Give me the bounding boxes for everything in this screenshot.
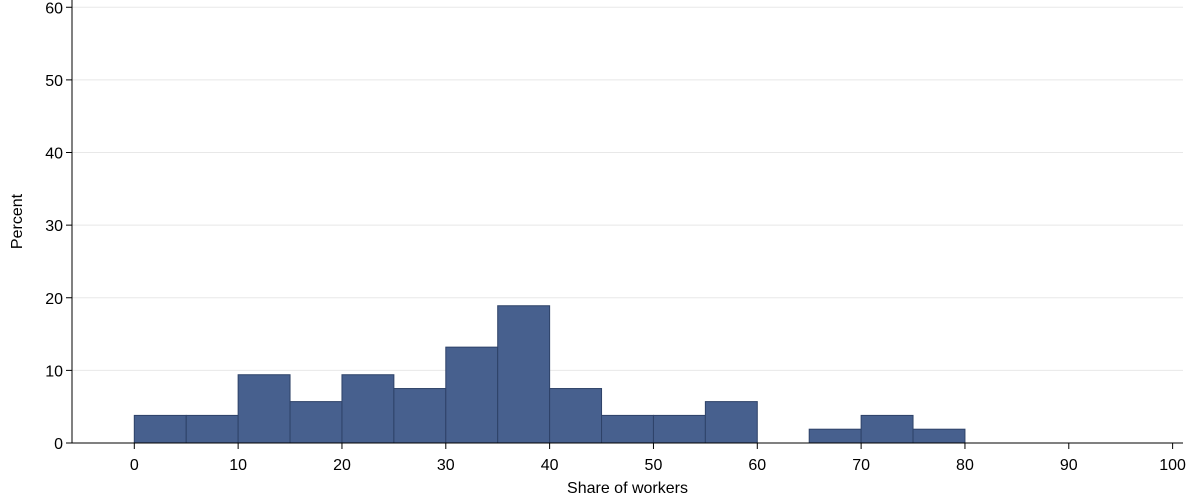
x-tick-label-0: 0 xyxy=(130,457,139,474)
x-tick-label-70: 70 xyxy=(852,457,870,474)
histogram-bar-10-15 xyxy=(237,374,291,444)
histogram-bar-15-20 xyxy=(289,401,343,444)
histogram-bars xyxy=(133,305,966,444)
x-tick-label-20: 20 xyxy=(333,457,351,474)
x-axis-title: Share of workers xyxy=(567,480,688,497)
y-tick-label-40: 40 xyxy=(45,146,63,163)
x-tick-label-30: 30 xyxy=(437,457,455,474)
y-tick-label-50: 50 xyxy=(45,73,63,90)
x-tick-label-50: 50 xyxy=(645,457,663,474)
histogram-bar-45-50 xyxy=(601,414,654,444)
histogram-bar-25-30 xyxy=(393,388,447,444)
histogram-bar-20-25 xyxy=(341,374,395,444)
y-tick-label-60: 60 xyxy=(45,0,63,17)
histogram-bar-65-70 xyxy=(808,428,862,444)
axis-ticks: 0 10 20 30 40 50 60 0 10 20 30 40 50 60 70 80 90 100 xyxy=(45,0,1186,474)
x-tick-label-90: 90 xyxy=(1060,457,1078,474)
histogram-bar-30-35 xyxy=(445,346,499,444)
histogram-bar-75-80 xyxy=(912,428,966,444)
histogram-bar-55-60 xyxy=(704,401,758,444)
y-tick-label-30: 30 xyxy=(45,218,63,235)
x-tick-label-10: 10 xyxy=(229,457,247,474)
histogram-bar-35-40 xyxy=(497,305,551,444)
histogram-bar-0-5 xyxy=(133,414,187,444)
axes xyxy=(71,0,1183,444)
y-tick-label-0: 0 xyxy=(54,436,63,453)
histogram-bar-5-10 xyxy=(185,414,239,444)
y-tick-label-20: 20 xyxy=(45,291,63,308)
x-tick-label-40: 40 xyxy=(541,457,559,474)
x-tick-label-80: 80 xyxy=(956,457,974,474)
histogram-bar-70-75 xyxy=(860,414,914,444)
x-tick-label-60: 60 xyxy=(748,457,766,474)
histogram-bar-40-45 xyxy=(549,388,603,444)
y-tick-label-10: 10 xyxy=(45,363,63,380)
x-tick-label-100: 100 xyxy=(1159,457,1186,474)
histogram-bar-50-55 xyxy=(652,414,706,444)
y-axis-title: Percent xyxy=(9,193,26,249)
gridlines xyxy=(72,6,1183,371)
